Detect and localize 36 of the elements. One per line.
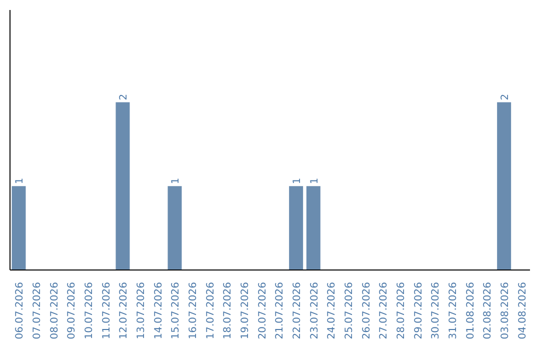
x-tick-label: 04.08.2026 [517,282,528,340]
x-tick-label: 21.07.2026 [274,282,286,340]
x-tick-label: 20.07.2026 [257,282,268,340]
x-tick-label: 26.07.2026 [361,282,372,340]
x-tick-label: 19.07.2026 [240,282,251,340]
x-tick-label: 06.07.2026 [14,282,26,340]
x-tick-label: 28.07.2026 [396,282,407,340]
x-tick-label: 18.07.2026 [222,282,234,340]
data-label: 1 [309,178,320,184]
data-label: 1 [170,178,182,184]
x-tick-label: 02.08.2026 [482,282,494,340]
x-tick-label: 16.07.2026 [188,282,199,340]
x-tick-label: 29.07.2026 [413,282,424,340]
data-label: 2 [500,94,512,100]
x-tick-label: 27.07.2026 [378,282,390,340]
data-label: 2 [118,94,130,100]
x-tick-label: 15.07.2026 [170,282,182,340]
x-tick-label: 22.07.2026 [292,282,303,340]
data-label: 1 [14,178,26,184]
x-tick-label: 23.07.2026 [309,282,320,340]
x-tick-label: 13.07.2026 [136,282,147,340]
x-tick-label: 24.07.2026 [326,282,338,340]
x-tick-label: 17.07.2026 [205,282,216,340]
x-tick-label: 11.07.2026 [101,282,112,340]
x-tick-label: 09.07.2026 [66,282,78,340]
x-tick-label: 12.07.2026 [118,282,130,340]
x-tick-label: 08.07.2026 [49,282,60,340]
x-tick-label: 03.08.2026 [500,282,511,340]
x-tick-label: 01.08.2026 [465,282,476,340]
x-tick-label: 07.07.2026 [32,282,43,340]
x-tick-label: 14.07.2026 [153,282,164,340]
x-tick-label: 10.07.2026 [84,282,95,340]
x-tick-label: 31.07.2026 [448,282,459,340]
x-tick-label: 25.07.2026 [344,282,355,340]
data-label: 1 [292,178,304,184]
x-tick-label: 30.07.2026 [430,282,442,340]
